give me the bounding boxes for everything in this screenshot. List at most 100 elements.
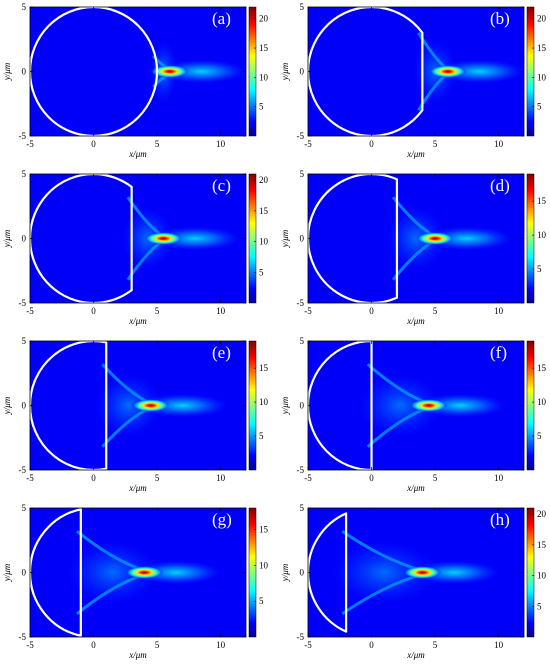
- y-tick-label: -5: [19, 465, 27, 475]
- focus-tail: [150, 226, 240, 251]
- y-tick-label: 0: [300, 234, 305, 244]
- x-axis-label: x/μm: [406, 149, 425, 159]
- x-tick-label: 5: [155, 640, 160, 650]
- x-axis-label: x/μm: [128, 650, 147, 660]
- y-tick-label: 5: [300, 169, 305, 179]
- panel-label: (c): [212, 176, 231, 195]
- focus-tail: [416, 393, 505, 418]
- focal-spot: [131, 399, 170, 412]
- colorbar-tick-label: 10: [537, 230, 547, 240]
- panel-label: (d): [490, 176, 510, 195]
- y-tick-label: 5: [22, 336, 27, 346]
- colorbar-tick-label: 20: [537, 509, 547, 519]
- x-axis-label: x/μm: [406, 650, 425, 660]
- x-tick-label: -5: [26, 306, 34, 316]
- panel-label: (e): [212, 343, 231, 362]
- x-tick-label: 10: [494, 640, 504, 650]
- colorbar-tick-label: 15: [537, 43, 547, 53]
- colorbar-tick-label: 15: [537, 363, 547, 373]
- colorbar: [248, 6, 257, 137]
- colorbar-tick-label: 10: [259, 237, 269, 247]
- x-tick-label: 5: [433, 640, 438, 650]
- colorbar-tick-label: 15: [259, 363, 269, 373]
- focal-spot: [416, 232, 455, 245]
- y-tick-label: -5: [297, 632, 305, 642]
- x-tick-label: 5: [155, 306, 160, 316]
- x-tick-label: 0: [369, 640, 374, 650]
- colorbar-tick-label: 5: [537, 601, 542, 611]
- colorbar-tick-label: 10: [259, 72, 269, 82]
- focus-tail: [131, 560, 221, 585]
- focal-spot: [409, 399, 448, 412]
- x-axis-label: x/μm: [128, 316, 147, 326]
- y-tick-label: -5: [19, 131, 27, 141]
- colorbar-tick-label: 5: [259, 596, 264, 606]
- y-tick-label: 0: [22, 234, 27, 244]
- colorbar: [526, 6, 535, 137]
- x-tick-label: -5: [304, 139, 312, 149]
- colorbar-tick-label: 15: [259, 525, 269, 535]
- y-tick-label: 5: [22, 169, 27, 179]
- focus-tail: [409, 560, 499, 585]
- colorbar-tick-label: 5: [537, 431, 542, 441]
- x-tick-label: -5: [304, 473, 312, 483]
- x-tick-label: -5: [304, 640, 312, 650]
- y-tick-label: -5: [297, 465, 305, 475]
- beam-glow: [95, 374, 162, 437]
- y-axis-label: y/μm: [2, 62, 12, 81]
- y-tick-label: -5: [297, 298, 305, 308]
- x-tick-label: 0: [369, 306, 374, 316]
- y-tick-label: 5: [300, 336, 305, 346]
- y-tick-label: 0: [22, 67, 27, 77]
- y-axis-label: y/μm: [280, 62, 290, 81]
- y-tick-label: -5: [19, 632, 27, 642]
- focus-tail: [157, 59, 246, 84]
- panel-label: (b): [490, 9, 510, 28]
- focus-tail: [138, 393, 227, 418]
- beam-glow: [359, 374, 441, 437]
- x-tick-label: 0: [369, 473, 374, 483]
- panel-label: (a): [212, 9, 231, 28]
- colorbar-tick-label: 5: [259, 431, 264, 441]
- x-axis-label: x/μm: [128, 483, 147, 493]
- y-tick-label: -5: [19, 298, 27, 308]
- y-tick-label: 0: [22, 401, 27, 411]
- x-axis-label: x/μm: [406, 316, 425, 326]
- panel-h: (h) -5 0 5 10 5 0 -5 x/μm y/μm 20 15 10 5: [280, 503, 547, 660]
- x-tick-label: 5: [433, 306, 438, 316]
- panel-c: (c) -5 0 5 10 5 0 -5 x/μm y/μm 20 15 10 5: [2, 169, 269, 326]
- y-axis-label: y/μm: [2, 563, 12, 582]
- x-tick-label: -5: [26, 139, 34, 149]
- panel-label: (h): [490, 510, 510, 529]
- beam-glow: [387, 207, 445, 270]
- focus-tail: [422, 226, 512, 251]
- focal-spot: [403, 566, 442, 579]
- focal-spot: [428, 65, 467, 78]
- panel-a: (a) -5 0 5 10 5 0 -5 x/μm y/μm 20 15 10 5: [2, 2, 269, 159]
- x-tick-label: 5: [433, 139, 438, 149]
- y-tick-label: 5: [22, 503, 27, 513]
- panel-label: (g): [212, 510, 232, 529]
- x-tick-label: -5: [26, 473, 34, 483]
- x-tick-label: 0: [91, 139, 96, 149]
- x-tick-label: -5: [26, 640, 34, 650]
- panel-g: (g) -5 0 5 10 5 0 -5 x/μm y/μm 15 10 5: [2, 503, 269, 660]
- colorbar-tick-label: 10: [259, 560, 269, 570]
- y-tick-label: 0: [300, 67, 305, 77]
- focal-spot: [125, 566, 164, 579]
- y-axis-label: y/μm: [2, 229, 12, 248]
- colorbar: [526, 173, 535, 304]
- y-tick-label: 0: [22, 568, 27, 578]
- y-axis-label: y/μm: [2, 396, 12, 415]
- colorbar-tick-label: 15: [259, 43, 269, 53]
- colorbar-tick-label: 20: [259, 14, 269, 24]
- y-tick-label: 0: [300, 568, 305, 578]
- x-tick-label: 10: [216, 306, 226, 316]
- colorbar-tick-label: 10: [537, 397, 547, 407]
- x-tick-label: 10: [494, 139, 504, 149]
- panel-label: (f): [490, 343, 507, 362]
- x-tick-label: 0: [369, 139, 374, 149]
- panel-b: (b) -5 0 5 10 5 0 -5 x/μm y/μm 20 15 10 5: [280, 2, 547, 159]
- x-tick-label: 10: [216, 640, 226, 650]
- x-tick-label: 10: [216, 473, 226, 483]
